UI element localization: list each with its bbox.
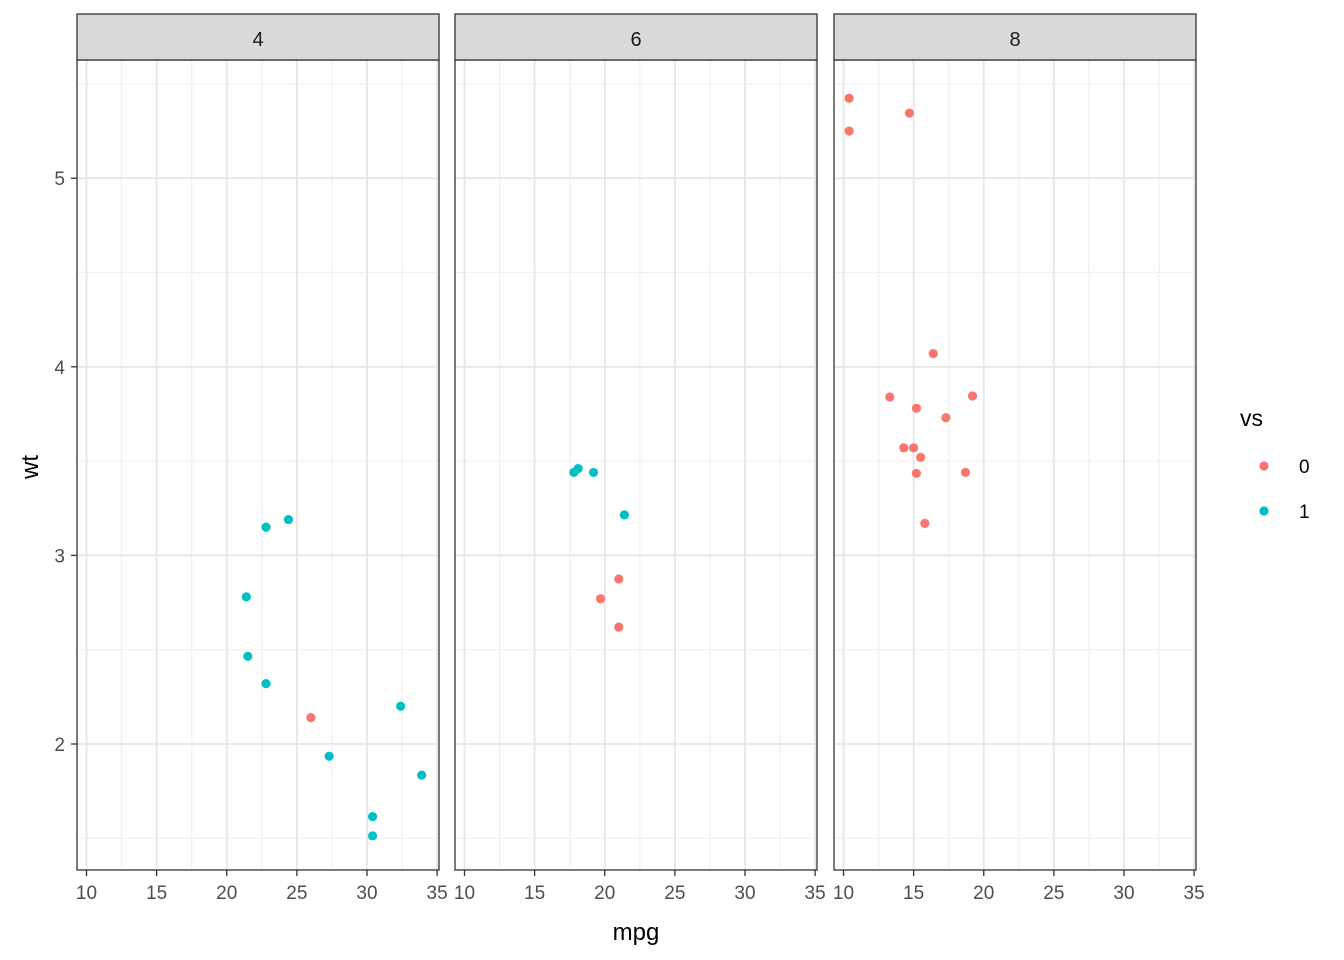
- x-tick-label: 30: [356, 883, 377, 904]
- data-point: [960, 467, 971, 478]
- legend-key: [1259, 461, 1269, 471]
- facet-panel: 8 10 15 20 25 30 35: [833, 13, 1205, 904]
- x-tick-label: 35: [1184, 883, 1205, 904]
- x-tick-label: 30: [734, 883, 755, 904]
- data-point: [844, 126, 854, 136]
- data-point: [368, 812, 378, 822]
- data-point: [614, 622, 624, 632]
- data-point: [928, 348, 938, 359]
- data-point: [261, 522, 271, 532]
- data-point: [911, 403, 922, 413]
- data-point: [614, 574, 624, 584]
- data-point: [844, 93, 854, 103]
- data-point: [324, 751, 334, 761]
- legend-label: 0: [1299, 457, 1310, 478]
- data-point: [904, 108, 915, 118]
- x-tick-label: 35: [427, 883, 448, 904]
- facet-panel: 6 10 15 20 25 30 35: [454, 13, 826, 904]
- facet-panel: 4 10 15 20 25 30 35: [76, 13, 448, 904]
- facet-strip-label: 6: [630, 29, 641, 51]
- x-tick-label: 25: [1043, 883, 1064, 904]
- y-tick-label: 4: [54, 358, 65, 379]
- facet-strip: [833, 13, 1197, 61]
- data-point: [941, 413, 951, 423]
- data-point: [920, 518, 930, 528]
- data-point: [916, 452, 926, 462]
- facet-strip-label: 8: [1009, 29, 1020, 51]
- facet-panels: 4 10 15 20 25 30 35 6 10 15 20 25 30 35 8 10 15 20 25 30 35: [76, 13, 1205, 904]
- data-point: [909, 443, 919, 453]
- facet-strip: [454, 13, 818, 61]
- panel-background: [455, 60, 817, 870]
- x-tick-label: 35: [805, 883, 826, 904]
- y-tick-label: 3: [54, 546, 65, 567]
- x-tick-label: 10: [833, 883, 854, 904]
- data-point: [283, 514, 294, 525]
- facet-strip-label: 4: [252, 29, 263, 51]
- data-point: [588, 467, 599, 478]
- x-tick-label: 25: [286, 883, 307, 904]
- legend-label: 1: [1299, 502, 1310, 523]
- x-tick-label: 15: [524, 883, 545, 904]
- panel-background: [834, 60, 1196, 870]
- x-tick-label: 10: [454, 883, 475, 904]
- legend-title: vs: [1240, 405, 1263, 431]
- data-point: [396, 701, 406, 711]
- data-point: [899, 443, 909, 453]
- data-point: [911, 468, 922, 478]
- x-tick-label: 15: [903, 883, 924, 904]
- x-tick-label: 25: [664, 883, 685, 904]
- y-tick-label: 5: [54, 169, 65, 190]
- x-axis-title: mpg: [613, 919, 660, 946]
- data-point: [261, 679, 271, 689]
- x-tick-label: 20: [594, 883, 615, 904]
- x-tick-label: 20: [216, 883, 237, 904]
- data-point: [417, 770, 427, 780]
- data-point: [569, 467, 579, 478]
- legend-key: [1259, 506, 1269, 516]
- data-point: [595, 594, 606, 604]
- x-tick-label: 15: [146, 883, 167, 904]
- y-axis-title: wt: [17, 455, 44, 480]
- x-tick-label: 20: [973, 883, 994, 904]
- data-point: [885, 392, 895, 402]
- facet-strip: [76, 13, 440, 61]
- data-point: [241, 592, 251, 602]
- legend: vs 0 1: [1240, 405, 1310, 523]
- x-tick-label: 10: [76, 883, 97, 904]
- panel-background: [77, 60, 439, 870]
- y-axis: 2 3 4 5: [54, 169, 77, 756]
- data-point: [368, 831, 378, 841]
- data-point: [243, 651, 253, 661]
- data-point: [619, 510, 629, 520]
- data-point: [967, 391, 978, 401]
- y-tick-label: 2: [54, 735, 65, 756]
- x-tick-label: 30: [1113, 883, 1134, 904]
- data-point: [306, 712, 316, 723]
